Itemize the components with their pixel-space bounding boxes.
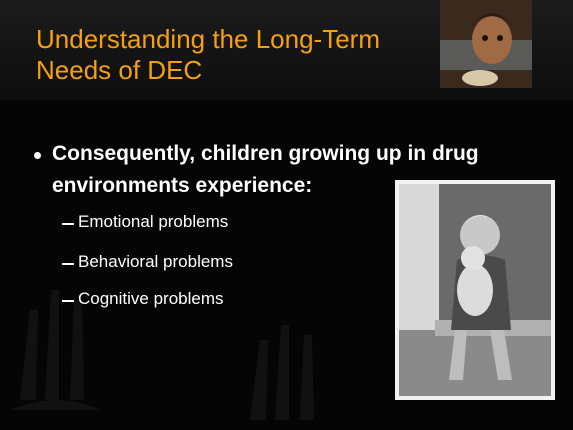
- photo-child-top: [440, 0, 532, 88]
- sub-bullet-marker: [62, 300, 74, 302]
- bullet-marker: [34, 152, 41, 159]
- photo-child-with-bear: [395, 180, 555, 400]
- sub-bullet-marker: [62, 223, 74, 225]
- sub-bullet-text: Emotional problems: [78, 212, 228, 232]
- bullet-text: Consequently, children growing up in dru…: [52, 138, 572, 202]
- sub-bullet-marker: [62, 263, 74, 265]
- slide-title: Understanding the Long-Term Needs of DEC: [36, 24, 416, 86]
- sub-bullet-text: Cognitive problems: [78, 289, 224, 309]
- sub-bullet-text: Behavioral problems: [78, 252, 233, 272]
- page: {"slide": {"title": "Understanding the L…: [0, 0, 573, 430]
- slide: Understanding the Long-Term Needs of DEC…: [0, 0, 573, 430]
